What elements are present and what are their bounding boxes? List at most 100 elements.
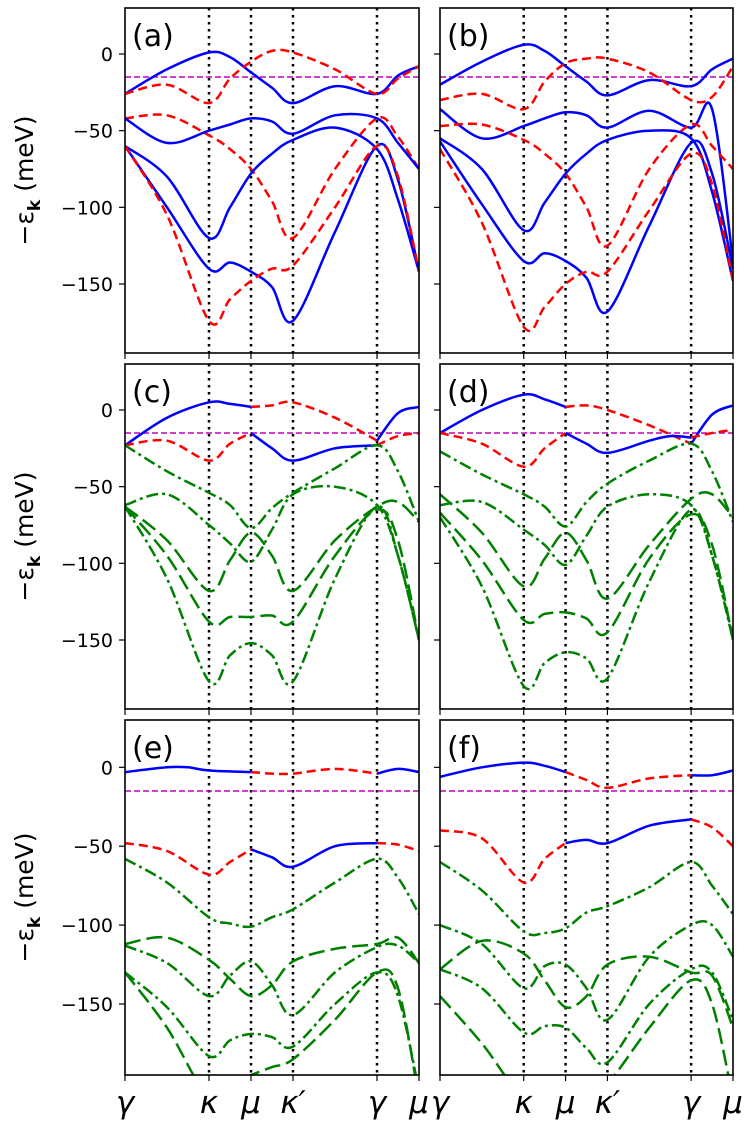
y-tick-label: −100	[61, 197, 113, 219]
band-line-red-dashed	[376, 431, 419, 447]
y-axis-label: −εk (meV)	[10, 832, 45, 962]
band-line-blue-solid	[125, 400, 252, 447]
band-line-blue-solid	[376, 767, 419, 775]
band-line-blue-solid	[125, 126, 419, 273]
band-line-blue-solid	[440, 101, 733, 262]
y-tick-label: −50	[73, 121, 113, 143]
band-line-blue-solid	[250, 431, 378, 462]
band-line-red-dashed	[440, 148, 733, 333]
y-label-subscript: k	[25, 199, 45, 211]
band-line-blue-solid	[690, 404, 733, 445]
x-tick-label: κ′	[280, 1085, 305, 1121]
band-line-blue-solid	[440, 761, 566, 779]
band-line-blue-solid	[440, 139, 733, 315]
panel-label: (e)	[132, 731, 174, 766]
panel-frame	[439, 7, 734, 354]
band-line-blue-solid	[125, 50, 419, 105]
panel-c: (c) 0 −50 −100 −150 −εk (meV)	[10, 363, 420, 715]
band-line-green-dashed	[125, 968, 417, 1075]
band-line-green-dashdot	[125, 444, 419, 530]
x-tick-label: κ	[200, 1085, 219, 1121]
band-line-red-dashed	[125, 431, 252, 462]
panel-label: (f)	[447, 731, 481, 766]
band-line-blue-solid	[250, 841, 378, 869]
band-line-red-dashed	[440, 431, 567, 468]
band-line-blue-solid	[440, 43, 733, 97]
y-tick-label: 0	[101, 400, 113, 422]
band-line-green-dashdot	[440, 508, 733, 691]
x-tick-label: μ	[240, 1085, 261, 1121]
y-label-unit: (meV)	[10, 832, 39, 916]
y-axis-label: −εk (meV)	[10, 471, 45, 601]
x-tick-label: κ′	[595, 1085, 620, 1121]
band-line-green-dashdot	[440, 860, 733, 937]
x-tick-label: γ	[116, 1085, 136, 1121]
band-line-red-dashed	[250, 400, 378, 442]
panel-label: (b)	[447, 19, 489, 54]
panel-label: (a)	[132, 19, 174, 54]
y-tick-label: 0	[101, 757, 113, 779]
band-line-blue-solid	[125, 765, 252, 774]
y-label-main: −ε	[10, 928, 39, 962]
band-line-red-dashed	[440, 829, 567, 884]
y-tick-label: 0	[101, 44, 113, 66]
band-line-blue-solid	[440, 129, 733, 282]
band-line-green-dashdot	[125, 942, 419, 1017]
series-group	[125, 400, 419, 686]
panel-frame	[439, 719, 734, 1076]
band-line-green-dashdot	[440, 442, 733, 528]
band-line-green-dashdot	[125, 484, 419, 641]
band-line-green-dashed	[440, 511, 733, 641]
band-line-green-dashdot	[125, 505, 419, 686]
y-label-main: −ε	[10, 211, 39, 245]
panel-f: (f)γ κ μ κ′ γ μ	[431, 719, 743, 1121]
x-tick-label: γ	[368, 1085, 388, 1121]
band-line-blue-solid	[565, 431, 692, 455]
band-line-red-dashed	[565, 770, 692, 790]
band-line-red-dashed	[690, 818, 733, 848]
panel-frame	[124, 363, 420, 710]
y-tick-label: −150	[61, 994, 113, 1016]
series-group	[440, 393, 733, 691]
panel-frame	[124, 719, 420, 1076]
x-tick-label: μ	[408, 1085, 429, 1121]
band-line-red-dashed	[125, 143, 419, 326]
band-line-green-dashdot	[440, 919, 733, 1022]
y-label-subscript: k	[25, 916, 45, 928]
series-group	[125, 48, 419, 326]
x-tick-label: γ	[431, 1085, 451, 1121]
band-line-blue-solid	[691, 769, 733, 777]
band-line-red-dashed	[125, 841, 252, 877]
band-line-green-dashed	[125, 499, 419, 593]
y-axis-label: −εk (meV)	[10, 115, 45, 245]
band-line-blue-solid	[375, 405, 419, 442]
y-tick-label: −100	[61, 915, 113, 937]
y-tick-label: −100	[61, 553, 113, 575]
band-line-red-dashed	[565, 404, 692, 445]
panel-b: (b)	[434, 7, 734, 359]
band-line-green-dashdot	[125, 857, 419, 929]
x-tick-label: κ	[515, 1085, 534, 1121]
band-line-green-dashdot	[440, 493, 733, 638]
band-line-red-dashed	[440, 56, 733, 111]
x-tick-label: μ	[722, 1085, 743, 1121]
y-tick-label: −50	[73, 836, 113, 858]
band-line-green-dashed	[440, 490, 733, 600]
band-line-red-dashed	[376, 841, 419, 853]
y-label-subscript: k	[25, 555, 45, 567]
y-label-main: −ε	[10, 567, 39, 601]
band-line-blue-solid	[565, 818, 692, 845]
panel-frame	[124, 7, 420, 354]
band-line-green-dashdot	[440, 964, 733, 1066]
band-line-red-dashed	[690, 428, 733, 439]
band-line-red-dashed	[440, 122, 733, 248]
band-line-green-dashed	[125, 935, 419, 998]
panel-label: (d)	[447, 375, 489, 410]
panel-e: (e)0−50−100−150−εk (meV)γ κ μ κ′ γ μ	[10, 719, 429, 1121]
series-group	[440, 43, 733, 333]
band-line-blue-solid	[125, 112, 419, 170]
band-line-red-dashed	[250, 767, 378, 776]
panel-frame	[439, 363, 734, 710]
panel-a: (a) 0 −50 −100 −150 −εk (meV)	[10, 7, 420, 359]
